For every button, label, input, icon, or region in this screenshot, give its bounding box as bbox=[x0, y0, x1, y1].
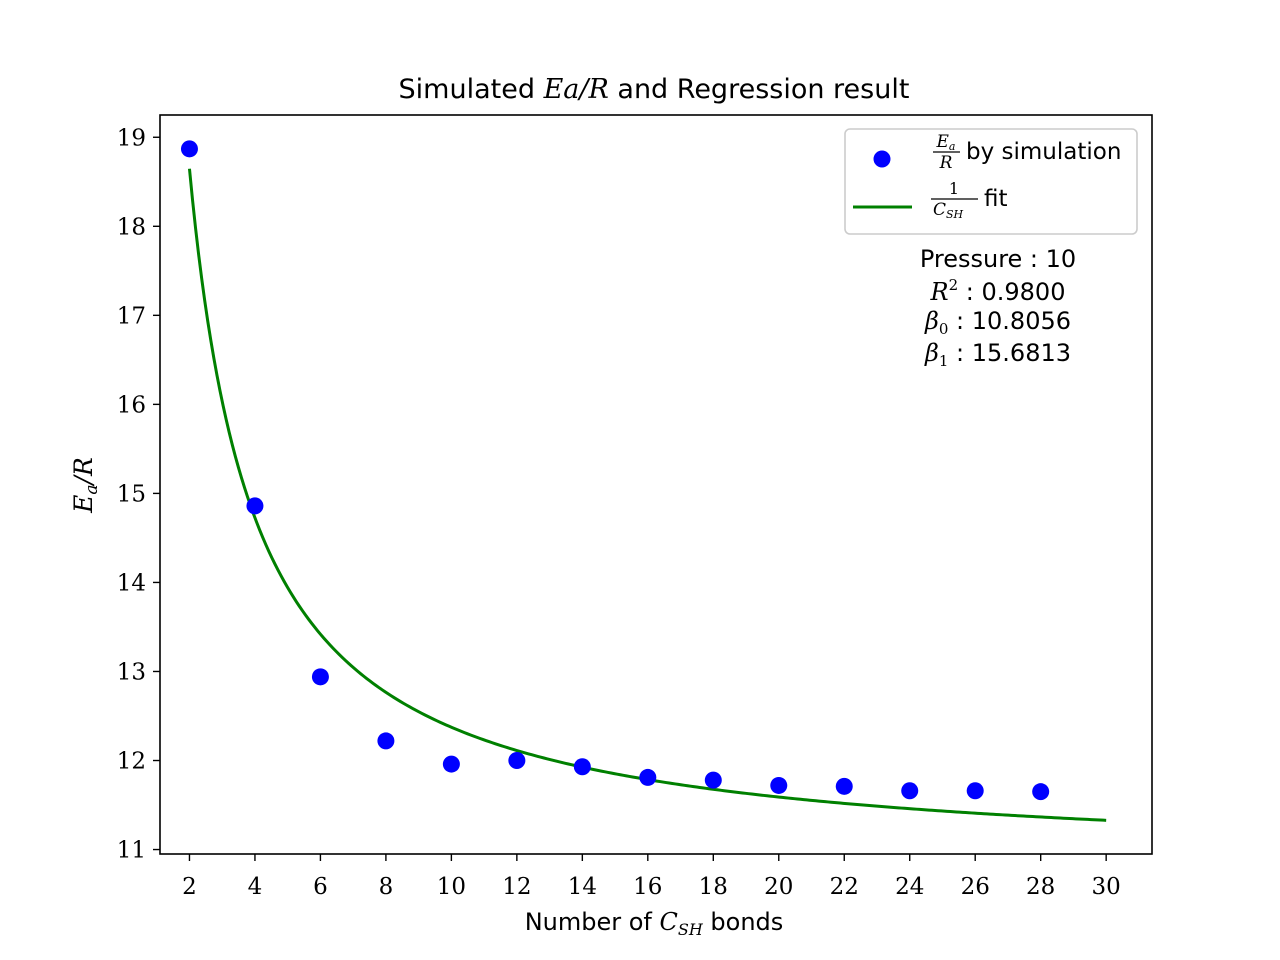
chart-title-suffix: and Regression result bbox=[609, 74, 910, 105]
x-tick-label: 14 bbox=[568, 874, 597, 900]
beta1-line: β1 : 15.6813 bbox=[924, 339, 1071, 370]
x-tick-label: 26 bbox=[961, 874, 990, 900]
x-axis-label-prefix: Number of bbox=[525, 908, 660, 936]
pressure-line: Pressure : 10 bbox=[920, 245, 1076, 273]
x-tick-label: 10 bbox=[437, 874, 466, 900]
legend-box bbox=[844, 128, 1138, 235]
x-tick-label: 16 bbox=[633, 874, 662, 900]
y-axis-label-sub: a bbox=[82, 484, 102, 494]
legend-marker-simulation bbox=[873, 150, 891, 168]
chart-title: Simulated Ea/R and Regression result bbox=[399, 74, 910, 105]
simulation-point bbox=[901, 782, 919, 800]
x-tick-label: 30 bbox=[1092, 874, 1121, 900]
legend: Ea R by simulation 1 CSH fit bbox=[844, 128, 1138, 235]
simulation-point bbox=[246, 497, 264, 515]
legend-fit-text: fit bbox=[984, 186, 1008, 212]
beta0-line: β0 : 10.8056 bbox=[924, 307, 1071, 338]
simulation-point bbox=[639, 768, 657, 786]
y-tick-label: 13 bbox=[117, 659, 146, 685]
x-tick-label: 20 bbox=[764, 874, 793, 900]
legend-label-simulation: Ea R by simulation bbox=[933, 132, 1121, 173]
simulation-point bbox=[377, 732, 395, 750]
y-tick-label: 14 bbox=[117, 570, 146, 596]
legend-fit-frac-num: 1 bbox=[949, 179, 959, 198]
x-tick-label: 22 bbox=[830, 874, 859, 900]
x-axis-label-math-sub: SH bbox=[678, 920, 704, 939]
simulation-point bbox=[508, 752, 526, 770]
y-tick-label: 16 bbox=[117, 392, 146, 418]
y-axis-label-rest: /R bbox=[69, 457, 98, 486]
x-axis-label-math: C bbox=[660, 908, 678, 936]
x-tick-label: 4 bbox=[248, 874, 263, 900]
simulation-points bbox=[180, 140, 1050, 801]
simulation-point bbox=[311, 668, 329, 686]
chart-title-prefix: Simulated bbox=[399, 74, 544, 105]
x-tick-label: 6 bbox=[313, 874, 328, 900]
x-axis-ticks: 2 4 6 8 10 12 14 16 18 20 22 24 26 28 30 bbox=[182, 854, 1121, 900]
y-tick-label: 11 bbox=[117, 838, 146, 864]
x-tick-label: 2 bbox=[182, 874, 197, 900]
y-tick-label: 17 bbox=[117, 303, 146, 329]
y-axis-label: Ea/R bbox=[69, 457, 102, 514]
simulation-point bbox=[770, 776, 788, 794]
simulation-point bbox=[442, 755, 460, 773]
chart-title-math: Ea/R bbox=[543, 74, 609, 105]
x-axis-label-suffix: bonds bbox=[703, 908, 784, 936]
legend-sim-frac-den: R bbox=[939, 153, 953, 173]
x-tick-label: 24 bbox=[895, 874, 924, 900]
simulation-point bbox=[573, 758, 591, 776]
y-tick-label: 15 bbox=[117, 481, 146, 507]
legend-sim-frac-num: Ea bbox=[936, 132, 956, 153]
y-axis-label-base: E bbox=[69, 495, 98, 514]
legend-sim-text: by simulation bbox=[966, 139, 1121, 165]
simulation-point bbox=[966, 782, 984, 800]
plot-area-frame bbox=[159, 114, 1153, 855]
regression-stats: Pressure : 10 R2 : 0.9800 β0 : 10.8056 β… bbox=[920, 245, 1076, 370]
simulation-point bbox=[835, 777, 853, 795]
x-tick-label: 8 bbox=[379, 874, 394, 900]
y-tick-label: 12 bbox=[117, 749, 146, 775]
x-tick-label: 18 bbox=[699, 874, 728, 900]
r-squared-line: R2 : 0.9800 bbox=[930, 276, 1066, 306]
x-axis-label: Number of CSH bonds bbox=[525, 908, 784, 939]
x-tick-label: 12 bbox=[502, 874, 531, 900]
simulation-point bbox=[1032, 783, 1050, 801]
simulation-point bbox=[180, 140, 198, 158]
legend-label-fit: 1 CSH fit bbox=[931, 179, 1008, 221]
y-tick-label: 18 bbox=[117, 214, 146, 240]
legend-fit-frac-den: CSH bbox=[933, 200, 964, 221]
simulation-point bbox=[704, 771, 722, 789]
y-tick-label: 19 bbox=[117, 125, 146, 151]
x-tick-label: 28 bbox=[1026, 874, 1055, 900]
y-axis-ticks: 11 12 13 14 15 16 17 18 19 bbox=[117, 125, 160, 864]
